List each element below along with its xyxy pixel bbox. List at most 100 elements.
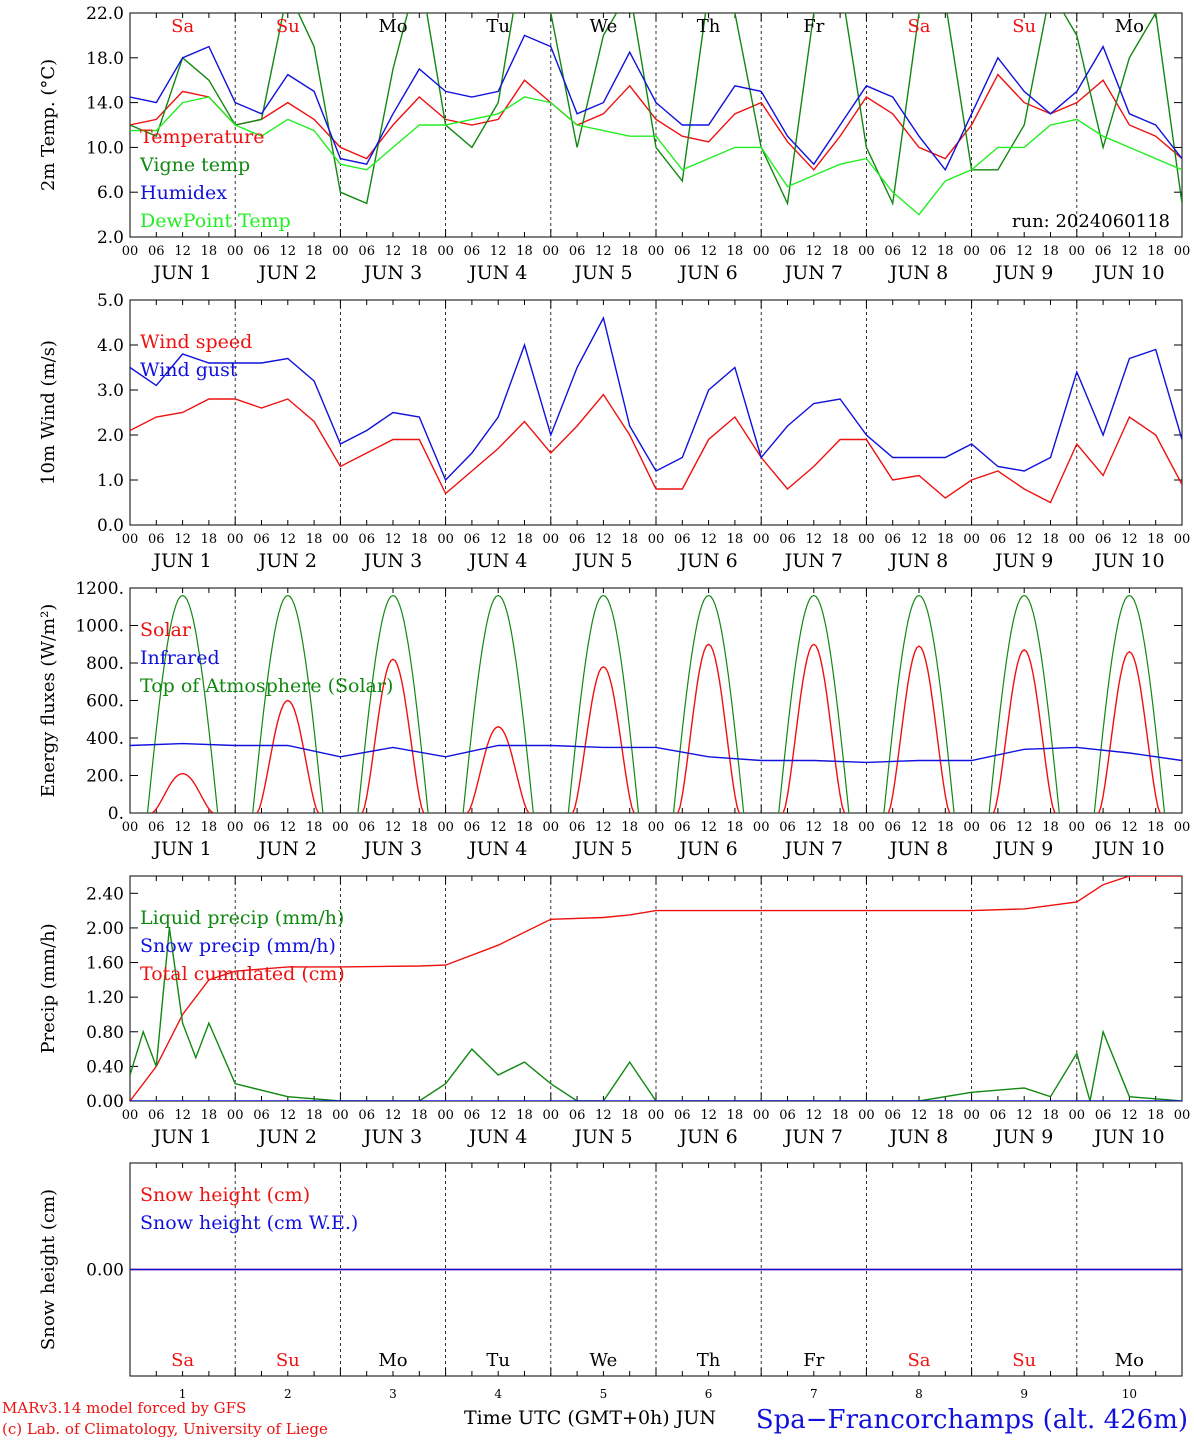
day-number-label: 1: [179, 1387, 187, 1401]
footer-credit: (c) Lab. of Climatology, University of L…: [2, 1420, 328, 1438]
x-hour-label: 06: [779, 1108, 796, 1123]
x-hour-label: 06: [358, 532, 375, 547]
x-hour-label: 00: [858, 532, 875, 547]
x-hour-label: 06: [1095, 820, 1112, 835]
x-day-label: JUN 2: [257, 550, 317, 572]
x-hour-label: 06: [1095, 1108, 1112, 1123]
weekday-label: Su: [276, 1350, 300, 1371]
x-hour-label: 18: [937, 820, 954, 835]
dewpoint-temp-line: [130, 96, 1182, 216]
x-hour-label: 18: [201, 532, 218, 547]
x-hour-label: 12: [806, 244, 823, 259]
x-hour-label: 18: [1042, 244, 1059, 259]
x-hour-label: 12: [174, 532, 191, 547]
x-hour-label: 12: [595, 244, 612, 259]
day-number-label: 10: [1122, 1387, 1137, 1401]
day-number-label: 8: [915, 1387, 923, 1401]
weekday-label: Su: [276, 16, 300, 37]
data-layer: [130, 13, 1182, 216]
x-day-label: JUN 10: [1092, 838, 1164, 860]
x-hour-label: 12: [595, 820, 612, 835]
toa-solar-line: [988, 594, 1060, 813]
y-tick-label: 1.0: [97, 471, 124, 491]
x-hour-label: 18: [832, 820, 849, 835]
y-tick-label: 0.40: [86, 1057, 124, 1077]
x-hour-label: 00: [122, 1108, 139, 1123]
solar-line: [256, 699, 320, 813]
weekday-label: We: [590, 16, 618, 37]
x-hour-label: 06: [358, 244, 375, 259]
day-number-label: 4: [494, 1387, 502, 1401]
x-day-label: JUN 5: [572, 1126, 632, 1148]
data-layer: [130, 316, 1182, 504]
x-hour-label: 12: [280, 532, 297, 547]
y-tick-label: 4.0: [97, 336, 124, 356]
y-tick-label: 2.0: [97, 228, 124, 248]
x-hour-label: 00: [1174, 532, 1191, 547]
y-tick-label: 22.0: [86, 4, 124, 24]
x-hour-label: 00: [543, 532, 560, 547]
x-hour-label: 00: [332, 1108, 349, 1123]
liquid-precip-mm-h--line: [130, 927, 1182, 1101]
x-hour-label: 00: [332, 244, 349, 259]
x-hour-label: 00: [437, 820, 454, 835]
y-tick-label: 0.0: [97, 516, 124, 536]
x-hour-label: 18: [411, 532, 428, 547]
weekday-label: Sa: [171, 1350, 194, 1371]
x-hour-label: 00: [963, 1108, 980, 1123]
x-hour-label: 06: [569, 1108, 586, 1123]
x-hour-label: 12: [700, 820, 717, 835]
y-axis-label: 10m Wind (m/s): [38, 340, 59, 485]
x-hour-label: 00: [1069, 532, 1086, 547]
y-axis-label: Energy fluxes (W/m²): [38, 604, 59, 798]
y-tick-label: 10.0: [86, 138, 124, 158]
y-axis-label: Snow height (cm): [38, 1189, 59, 1350]
weekday-label: Mo: [1115, 16, 1144, 37]
y-tick-label: 2.00: [86, 919, 124, 939]
y-tick-label: 0.00: [86, 1092, 124, 1112]
vigne-temp-line: [130, 13, 1182, 206]
legend-entry: Snow height (cm): [140, 1184, 310, 1206]
legend-entry: Total cumulated (cm): [140, 963, 345, 985]
legend-entry: Wind speed: [140, 331, 252, 353]
x-hour-label: 18: [727, 820, 744, 835]
x-hour-label: 00: [963, 532, 980, 547]
weekday-label: Mo: [378, 16, 407, 37]
x-hour-label: 06: [990, 1108, 1007, 1123]
x-hour-label: 06: [884, 532, 901, 547]
x-hour-label: 18: [727, 1108, 744, 1123]
x-day-label: JUN 6: [677, 550, 737, 572]
legend-entry: Vigne temp: [139, 154, 250, 176]
weekday-label: Sa: [907, 16, 930, 37]
x-day-label: JUN 6: [677, 838, 737, 860]
legend-entry: Snow height (cm W.E.): [140, 1212, 358, 1234]
x-hour-label: 12: [385, 820, 402, 835]
x-day-label: JUN 3: [362, 262, 422, 284]
x-hour-label: 00: [1069, 244, 1086, 259]
legend-entry: Infrared: [140, 647, 220, 669]
weekday-label: Mo: [378, 1350, 407, 1371]
x-hour-label: 12: [174, 1108, 191, 1123]
weekday-label: Su: [1012, 16, 1036, 37]
toa-solar-line: [672, 594, 745, 813]
x-hour-label: 00: [332, 532, 349, 547]
x-day-label: JUN 8: [888, 838, 948, 860]
x-hour-label: 06: [779, 244, 796, 259]
footer-model: MARv3.14 model forced by GFS: [2, 1399, 246, 1417]
x-hour-label: 06: [464, 244, 481, 259]
x-hour-label: 18: [516, 532, 533, 547]
x-hour-label: 12: [1016, 1108, 1033, 1123]
x-day-label: JUN 7: [783, 262, 843, 284]
x-hour-label: 06: [779, 820, 796, 835]
x-hour-label: 18: [1042, 1108, 1059, 1123]
x-hour-label: 00: [543, 1108, 560, 1123]
x-hour-label: 12: [490, 244, 507, 259]
legend-entry: Snow precip (mm/h): [140, 935, 336, 957]
x-day-label: JUN 6: [677, 262, 737, 284]
x-hour-label: 00: [648, 1108, 665, 1123]
y-tick-label: 1.20: [86, 988, 124, 1008]
weekday-label: Sa: [171, 16, 194, 37]
toa-solar-line: [357, 594, 429, 813]
x-day-label: JUN 8: [888, 1126, 948, 1148]
